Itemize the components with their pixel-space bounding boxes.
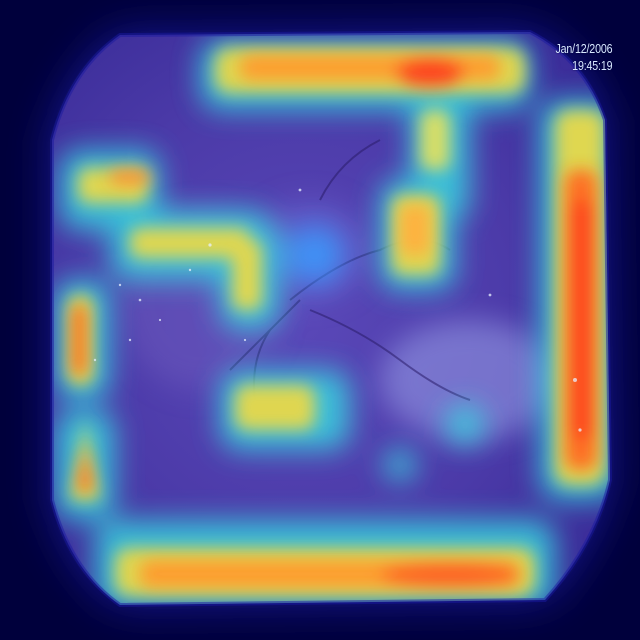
scope-edge bbox=[50, 29, 613, 608]
timestamp-date: Jan/12/2006 bbox=[555, 41, 612, 56]
specular-highlights bbox=[93, 188, 582, 432]
timestamp-overlay: Jan/12/2006 19:45:19 bbox=[555, 40, 612, 74]
scope-field bbox=[52, 32, 610, 605]
timestamp-time: 19:45:19 bbox=[571, 58, 612, 73]
